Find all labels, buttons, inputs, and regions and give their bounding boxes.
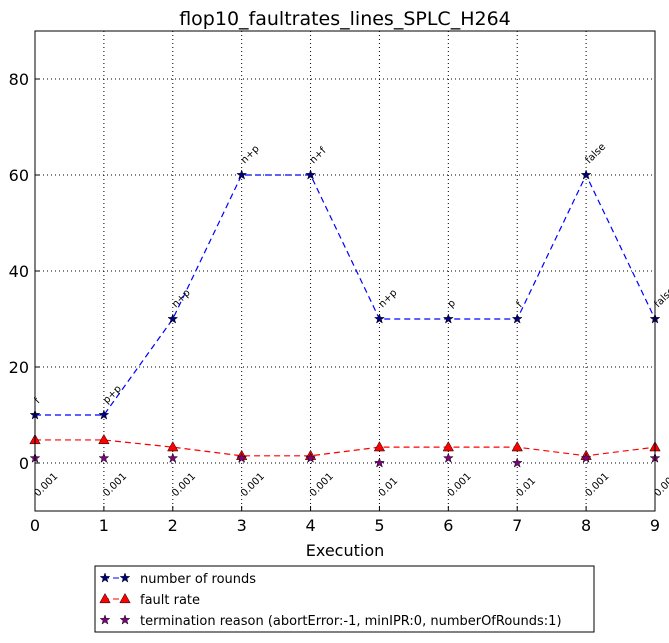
y-tick-label: 0 [19,454,29,473]
point-label: n+p [170,287,193,310]
x-tick-label: 7 [512,516,522,535]
y-tick-label: 20 [9,358,29,377]
x-tick-label: 6 [443,516,453,535]
data-point [167,313,179,324]
chart-title: flop10_faultrates_lines_SPLC_H264 [179,8,511,30]
x-tick-label: 1 [99,516,109,535]
point-label: f [32,396,43,407]
legend-label: termination reason (abortError:-1, minIP… [140,614,562,629]
legend-marker [119,572,131,583]
data-point [98,409,110,420]
x-tick-label: 0 [30,516,40,535]
series-line [35,173,656,416]
point-label: p [446,298,458,310]
legend-marker [99,592,111,604]
point-label: 0.001 [308,471,336,499]
point-label: false [583,142,608,167]
legend-marker [99,614,111,625]
data-point [98,433,110,445]
series-line [35,439,656,457]
legend-marker [119,592,131,604]
data-point [511,313,523,324]
data-point [511,441,523,452]
data-point [511,457,523,468]
y-tick-label: 80 [9,70,29,89]
data-point [442,452,454,463]
point-label: f [515,300,526,311]
data-point [580,452,592,463]
point-label: 0.001 [101,471,129,499]
data-point [236,452,248,463]
data-point [373,457,385,468]
data-point [167,452,179,463]
x-tick-label: 8 [581,516,591,535]
point-label: 0.01 [377,476,401,500]
legend-label: fault rate [140,593,200,608]
data-point [442,441,454,452]
point-label: 0.01 [515,476,539,500]
x-tick-label: 2 [168,516,178,535]
x-tick-label: 5 [374,516,384,535]
point-label: 0.001 [170,471,198,499]
data-point [580,169,592,180]
point-label: n+f [308,145,329,166]
point-label: 0.001 [446,471,474,499]
plot-frame [34,30,656,512]
data-point [98,452,110,463]
data-point [373,441,386,452]
y-tick-label: 60 [9,166,29,185]
data-point [373,313,385,324]
point-label: n+p [377,287,400,310]
legend-marker [99,572,111,583]
data-point [442,313,454,324]
x-tick-label: 3 [237,516,247,535]
x-tick-label: 9 [650,516,660,535]
y-tick-label: 40 [9,262,29,281]
x-tick-label: 4 [305,516,315,535]
legend-marker [119,614,131,625]
data-point [167,441,179,452]
point-label: 0.001 [583,471,611,499]
data-point [236,169,248,180]
x-axis-label: Execution [306,541,385,560]
point-label: 0.001 [32,471,60,499]
data-point [305,169,317,180]
data-point [305,452,317,463]
point-label: 0.001 [239,471,267,499]
legend-label: number of rounds [140,572,256,587]
legend-box [94,565,595,633]
point-label: n+p [239,143,262,166]
